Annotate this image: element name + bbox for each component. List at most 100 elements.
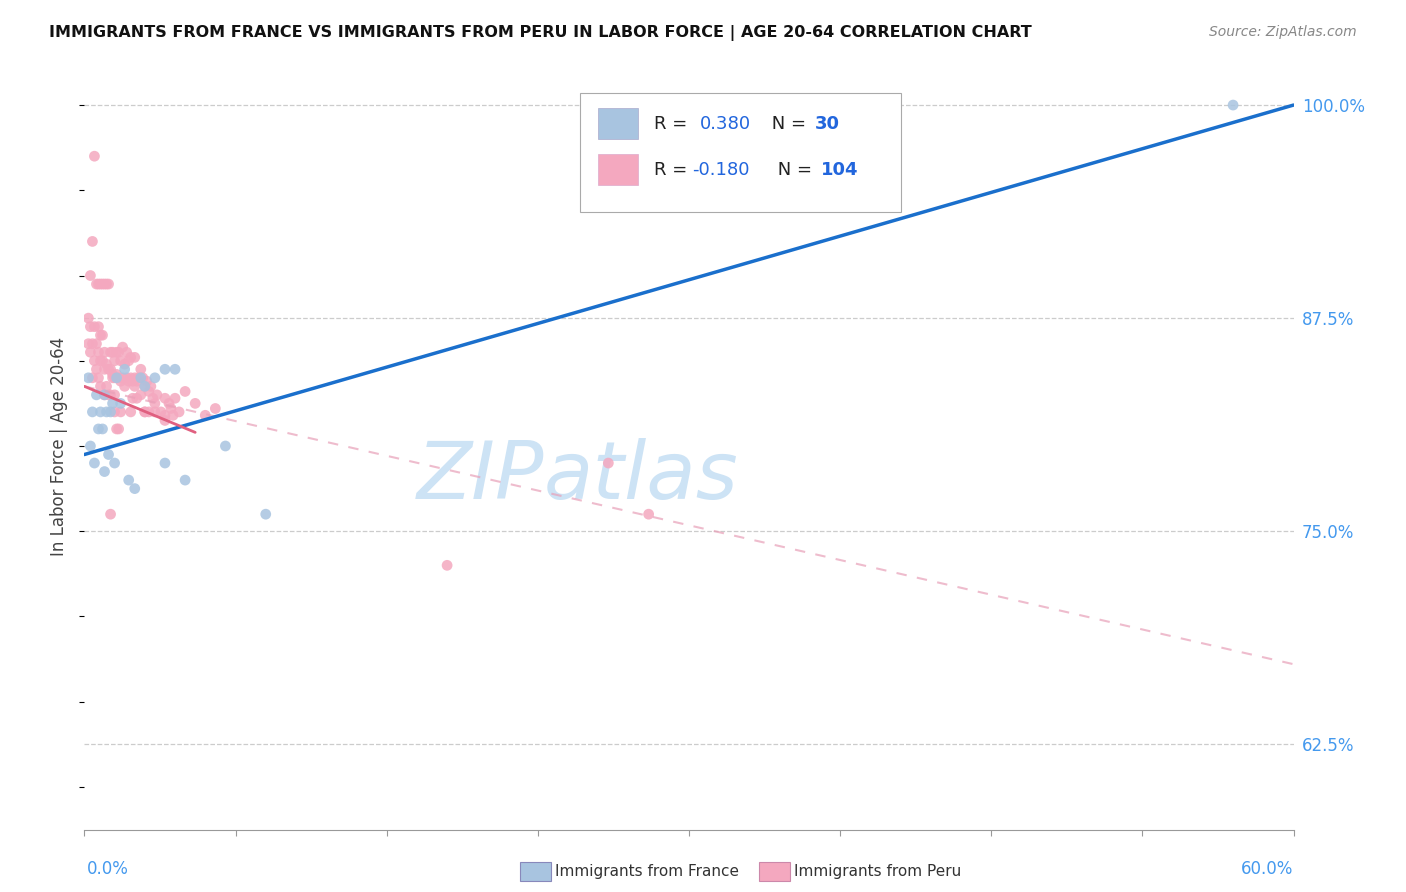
Point xyxy=(120,371,142,385)
Point xyxy=(93,362,115,376)
Text: Immigrants from Peru: Immigrants from Peru xyxy=(794,864,962,879)
Text: 60.0%: 60.0% xyxy=(1241,860,1294,879)
Point xyxy=(104,405,127,419)
Point xyxy=(105,368,128,382)
Point xyxy=(89,379,111,393)
Point xyxy=(100,345,122,359)
Point xyxy=(79,319,101,334)
Point xyxy=(100,405,122,419)
Point xyxy=(77,336,100,351)
Point xyxy=(120,351,142,365)
Text: atlas: atlas xyxy=(544,438,738,516)
Point xyxy=(114,379,136,393)
Point xyxy=(165,391,187,405)
Point xyxy=(121,374,143,388)
Point xyxy=(143,396,166,410)
Point xyxy=(149,405,172,419)
Point xyxy=(162,409,184,423)
Point xyxy=(93,277,115,291)
Point xyxy=(134,405,156,419)
FancyBboxPatch shape xyxy=(581,93,901,212)
Point xyxy=(134,379,156,393)
Point xyxy=(104,456,127,470)
Text: IMMIGRANTS FROM FRANCE VS IMMIGRANTS FROM PERU IN LABOR FORCE | AGE 20-64 CORREL: IMMIGRANTS FROM FRANCE VS IMMIGRANTS FRO… xyxy=(49,25,1032,41)
Point xyxy=(134,405,156,419)
FancyBboxPatch shape xyxy=(599,109,638,139)
Text: R =: R = xyxy=(654,161,693,178)
Point xyxy=(143,371,166,385)
Point xyxy=(110,353,132,368)
Point xyxy=(79,439,101,453)
Point xyxy=(105,422,128,436)
Point xyxy=(79,268,101,283)
Point xyxy=(194,409,217,423)
Point xyxy=(129,371,152,385)
Point xyxy=(87,319,110,334)
Point xyxy=(89,277,111,291)
Point xyxy=(104,353,127,368)
Point xyxy=(125,374,148,388)
Point xyxy=(214,439,236,453)
Point xyxy=(97,448,120,462)
Point xyxy=(115,371,138,385)
Text: Source: ZipAtlas.com: Source: ZipAtlas.com xyxy=(1209,25,1357,39)
Point xyxy=(107,371,129,385)
Point xyxy=(174,473,197,487)
Point xyxy=(118,473,141,487)
Point xyxy=(89,405,111,419)
Point xyxy=(91,328,114,343)
Point xyxy=(82,405,104,419)
Point xyxy=(143,405,166,419)
Point xyxy=(87,277,110,291)
Point xyxy=(114,357,136,371)
Point xyxy=(111,340,134,354)
Point xyxy=(139,379,162,393)
Point xyxy=(77,371,100,385)
Point xyxy=(111,371,134,385)
Point xyxy=(110,374,132,388)
Point xyxy=(436,558,458,573)
Point xyxy=(86,388,108,402)
Point xyxy=(114,362,136,376)
Point xyxy=(153,456,176,470)
Point xyxy=(184,396,207,410)
Point xyxy=(86,277,108,291)
Point xyxy=(96,357,118,371)
Point xyxy=(637,507,659,521)
Point xyxy=(89,328,111,343)
Point xyxy=(105,371,128,385)
Point xyxy=(101,396,124,410)
Point xyxy=(138,384,160,399)
Point xyxy=(115,345,138,359)
Point xyxy=(598,456,620,470)
Point xyxy=(124,379,146,393)
Point xyxy=(129,362,152,376)
Point xyxy=(124,371,146,385)
Point xyxy=(101,368,124,382)
Point xyxy=(82,336,104,351)
Point xyxy=(97,277,120,291)
Text: ZIP: ZIP xyxy=(416,438,544,516)
Point xyxy=(110,396,132,410)
Point xyxy=(87,371,110,385)
Point xyxy=(91,353,114,368)
Point xyxy=(100,362,122,376)
Point xyxy=(138,405,160,419)
Text: 30: 30 xyxy=(814,115,839,133)
Point xyxy=(204,401,226,416)
Point xyxy=(153,413,176,427)
Point xyxy=(101,345,124,359)
Point xyxy=(96,277,118,291)
Point xyxy=(97,388,120,402)
Point xyxy=(87,422,110,436)
Point xyxy=(118,353,141,368)
Point xyxy=(77,311,100,326)
Point xyxy=(135,374,157,388)
Point xyxy=(121,391,143,405)
Text: R =: R = xyxy=(654,115,693,133)
Point xyxy=(86,362,108,376)
Text: N =: N = xyxy=(766,115,813,133)
Point xyxy=(118,374,141,388)
Point xyxy=(107,422,129,436)
Point xyxy=(93,465,115,479)
